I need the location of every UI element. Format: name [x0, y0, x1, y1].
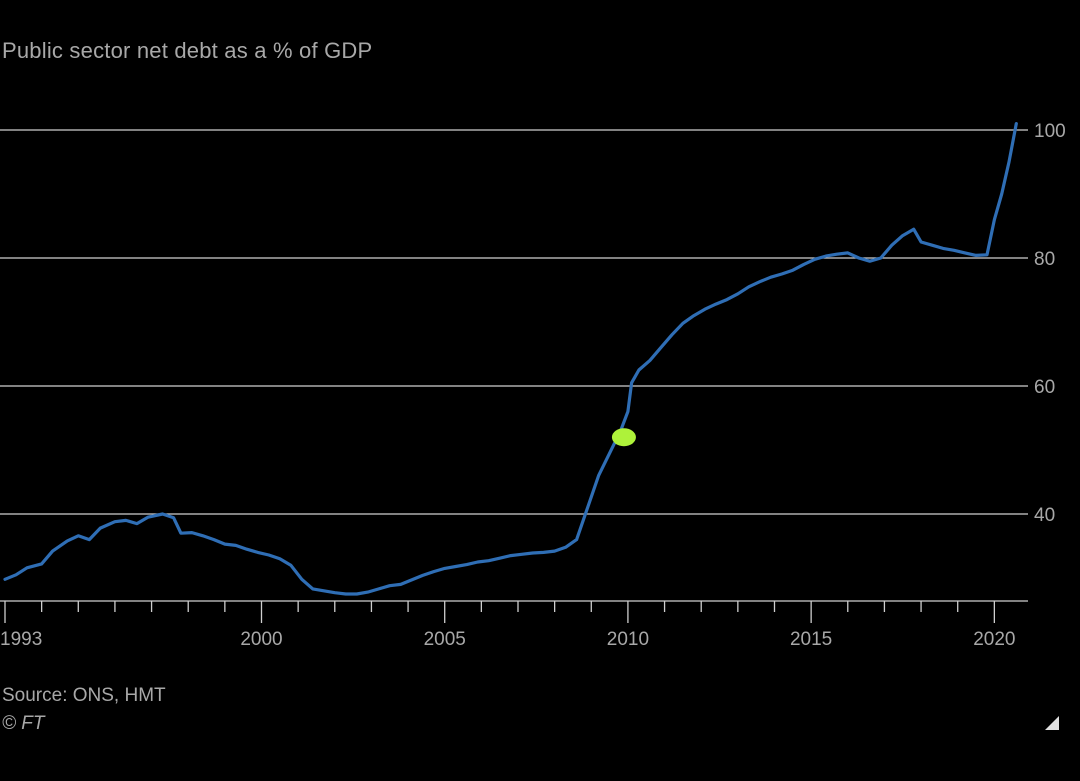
source-note: Source: ONS, HMT [2, 685, 166, 706]
x-axis [0, 600, 1028, 623]
x-tick-label-2015: 2015 [790, 629, 832, 650]
x-tick-label-2020: 2020 [973, 629, 1015, 650]
x-tick-label-2005: 2005 [424, 629, 466, 650]
chart-title: Public sector net debt as a % of GDP [2, 38, 373, 63]
highlight-layer [611, 428, 636, 447]
x-axis-tick-labels: 1993 2000 2005 2010 2015 2020 [0, 629, 1015, 650]
highlight-marker [611, 428, 636, 447]
y-tick-label-40: 40 [1034, 505, 1055, 526]
x-tick-label-2000: 2000 [240, 629, 282, 650]
series-line-0 [3, 122, 1018, 596]
series-layer [3, 122, 1018, 596]
credit-note: © FT [2, 713, 45, 734]
y-tick-label-80: 80 [1034, 249, 1055, 270]
y-axis-tick-labels: 40 60 80 100 [1034, 121, 1066, 526]
resize-handle-icon[interactable] [1045, 716, 1059, 730]
y-tick-label-100: 100 [1034, 121, 1066, 142]
x-tick-label-1993: 1993 [0, 629, 42, 650]
y-tick-label-60: 60 [1034, 377, 1055, 398]
grid-lines [0, 129, 1028, 515]
x-tick-label-2010: 2010 [607, 629, 649, 650]
